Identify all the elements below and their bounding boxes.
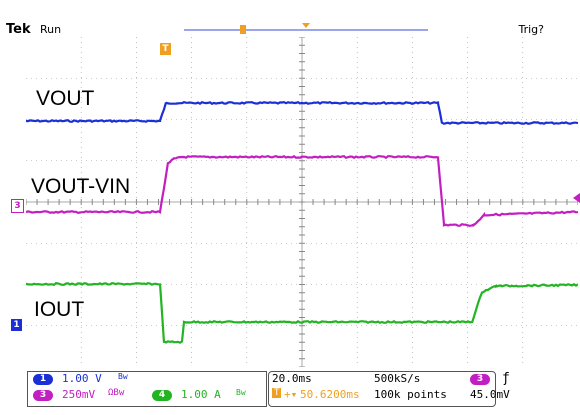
- trigger-point-icon: [302, 23, 310, 28]
- trigger-position: 50.6200ms: [300, 388, 360, 401]
- record-length: 100k points: [374, 388, 447, 401]
- vout-vin-waveform: [25, 154, 579, 228]
- vout-waveform: [25, 100, 579, 125]
- iout-waveform: [25, 282, 579, 344]
- ch3-ground-marker-icon[interactable]: 3: [11, 199, 24, 213]
- timebase-readout-box: [268, 371, 496, 407]
- trigger-position-arrow-icon: +▾: [284, 388, 298, 401]
- ch3-badge[interactable]: 3: [33, 390, 53, 401]
- center-axes: [25, 36, 579, 368]
- trigger-position-badge: T: [272, 388, 282, 398]
- ch1-ground-marker-icon[interactable]: 1: [11, 319, 22, 331]
- ch1-scale: 1.00 V: [62, 372, 102, 385]
- acquisition-state: Run: [40, 23, 62, 36]
- vout-vin-label: VOUT-VIN: [31, 175, 131, 198]
- trigger-position-icon: [240, 25, 246, 34]
- iout-label: IOUT: [34, 298, 85, 321]
- ch1-badge[interactable]: 1: [33, 374, 53, 385]
- record-position-bar[interactable]: [0, 0, 580, 38]
- top-status-bar: Tek Run Trig?: [0, 0, 580, 38]
- ch3-scale: 250mV: [62, 388, 96, 401]
- brand-logo: Tek: [6, 22, 31, 37]
- trigger-level: 45.0mV: [470, 388, 510, 401]
- trigger-status: Trig?: [518, 23, 544, 36]
- ch3-bw-icon: ΩBw: [108, 388, 125, 398]
- ch1-bw-icon: Bw: [118, 372, 128, 381]
- vout-label: VOUT: [36, 87, 95, 110]
- trigger-level-icon: [573, 193, 580, 203]
- ch4-bw-icon: Bw: [236, 388, 246, 397]
- ch4-scale: 1.00 A: [181, 388, 221, 401]
- ch4-badge[interactable]: 4: [152, 390, 172, 401]
- time-per-div: 20.0ms: [272, 372, 312, 385]
- bottom-readout: 1 1.00 V Bw 3 250mV ΩBw 4 1.00 A Bw 20.0…: [0, 368, 580, 415]
- trigger-marker-icon[interactable]: T: [160, 43, 171, 55]
- sample-rate: 500kS/s: [374, 372, 421, 385]
- trigger-source-badge[interactable]: 3: [470, 374, 490, 385]
- waveform-display[interactable]: VOUT VOUT-VIN IOUT: [25, 36, 579, 368]
- rising-edge-icon: ƒ: [502, 371, 510, 386]
- channel-readout-box: [27, 371, 267, 407]
